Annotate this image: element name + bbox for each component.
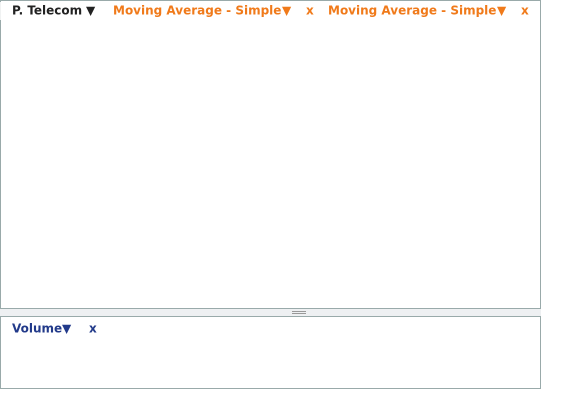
- legend-menu[interactable]: ▼: [86, 4, 96, 18]
- legend-entry[interactable]: Moving Average - Simple: [113, 4, 281, 18]
- legend-menu[interactable]: ▼: [497, 4, 507, 18]
- volume-title[interactable]: Volume: [12, 322, 62, 336]
- legend-entry[interactable]: Moving Average - Simple: [328, 4, 496, 18]
- legend-bg: [0, 2, 535, 20]
- price-frame: [0, 0, 541, 309]
- legend-close[interactable]: x: [306, 4, 314, 18]
- volume-frame: [0, 316, 541, 389]
- legend-title[interactable]: P. Telecom: [12, 4, 82, 18]
- pane-divider[interactable]: [0, 309, 541, 316]
- legend-menu[interactable]: ▼: [62, 322, 72, 336]
- legend-close[interactable]: x: [89, 322, 97, 336]
- legend-menu[interactable]: ▼: [282, 4, 292, 18]
- legend-close[interactable]: x: [521, 4, 529, 18]
